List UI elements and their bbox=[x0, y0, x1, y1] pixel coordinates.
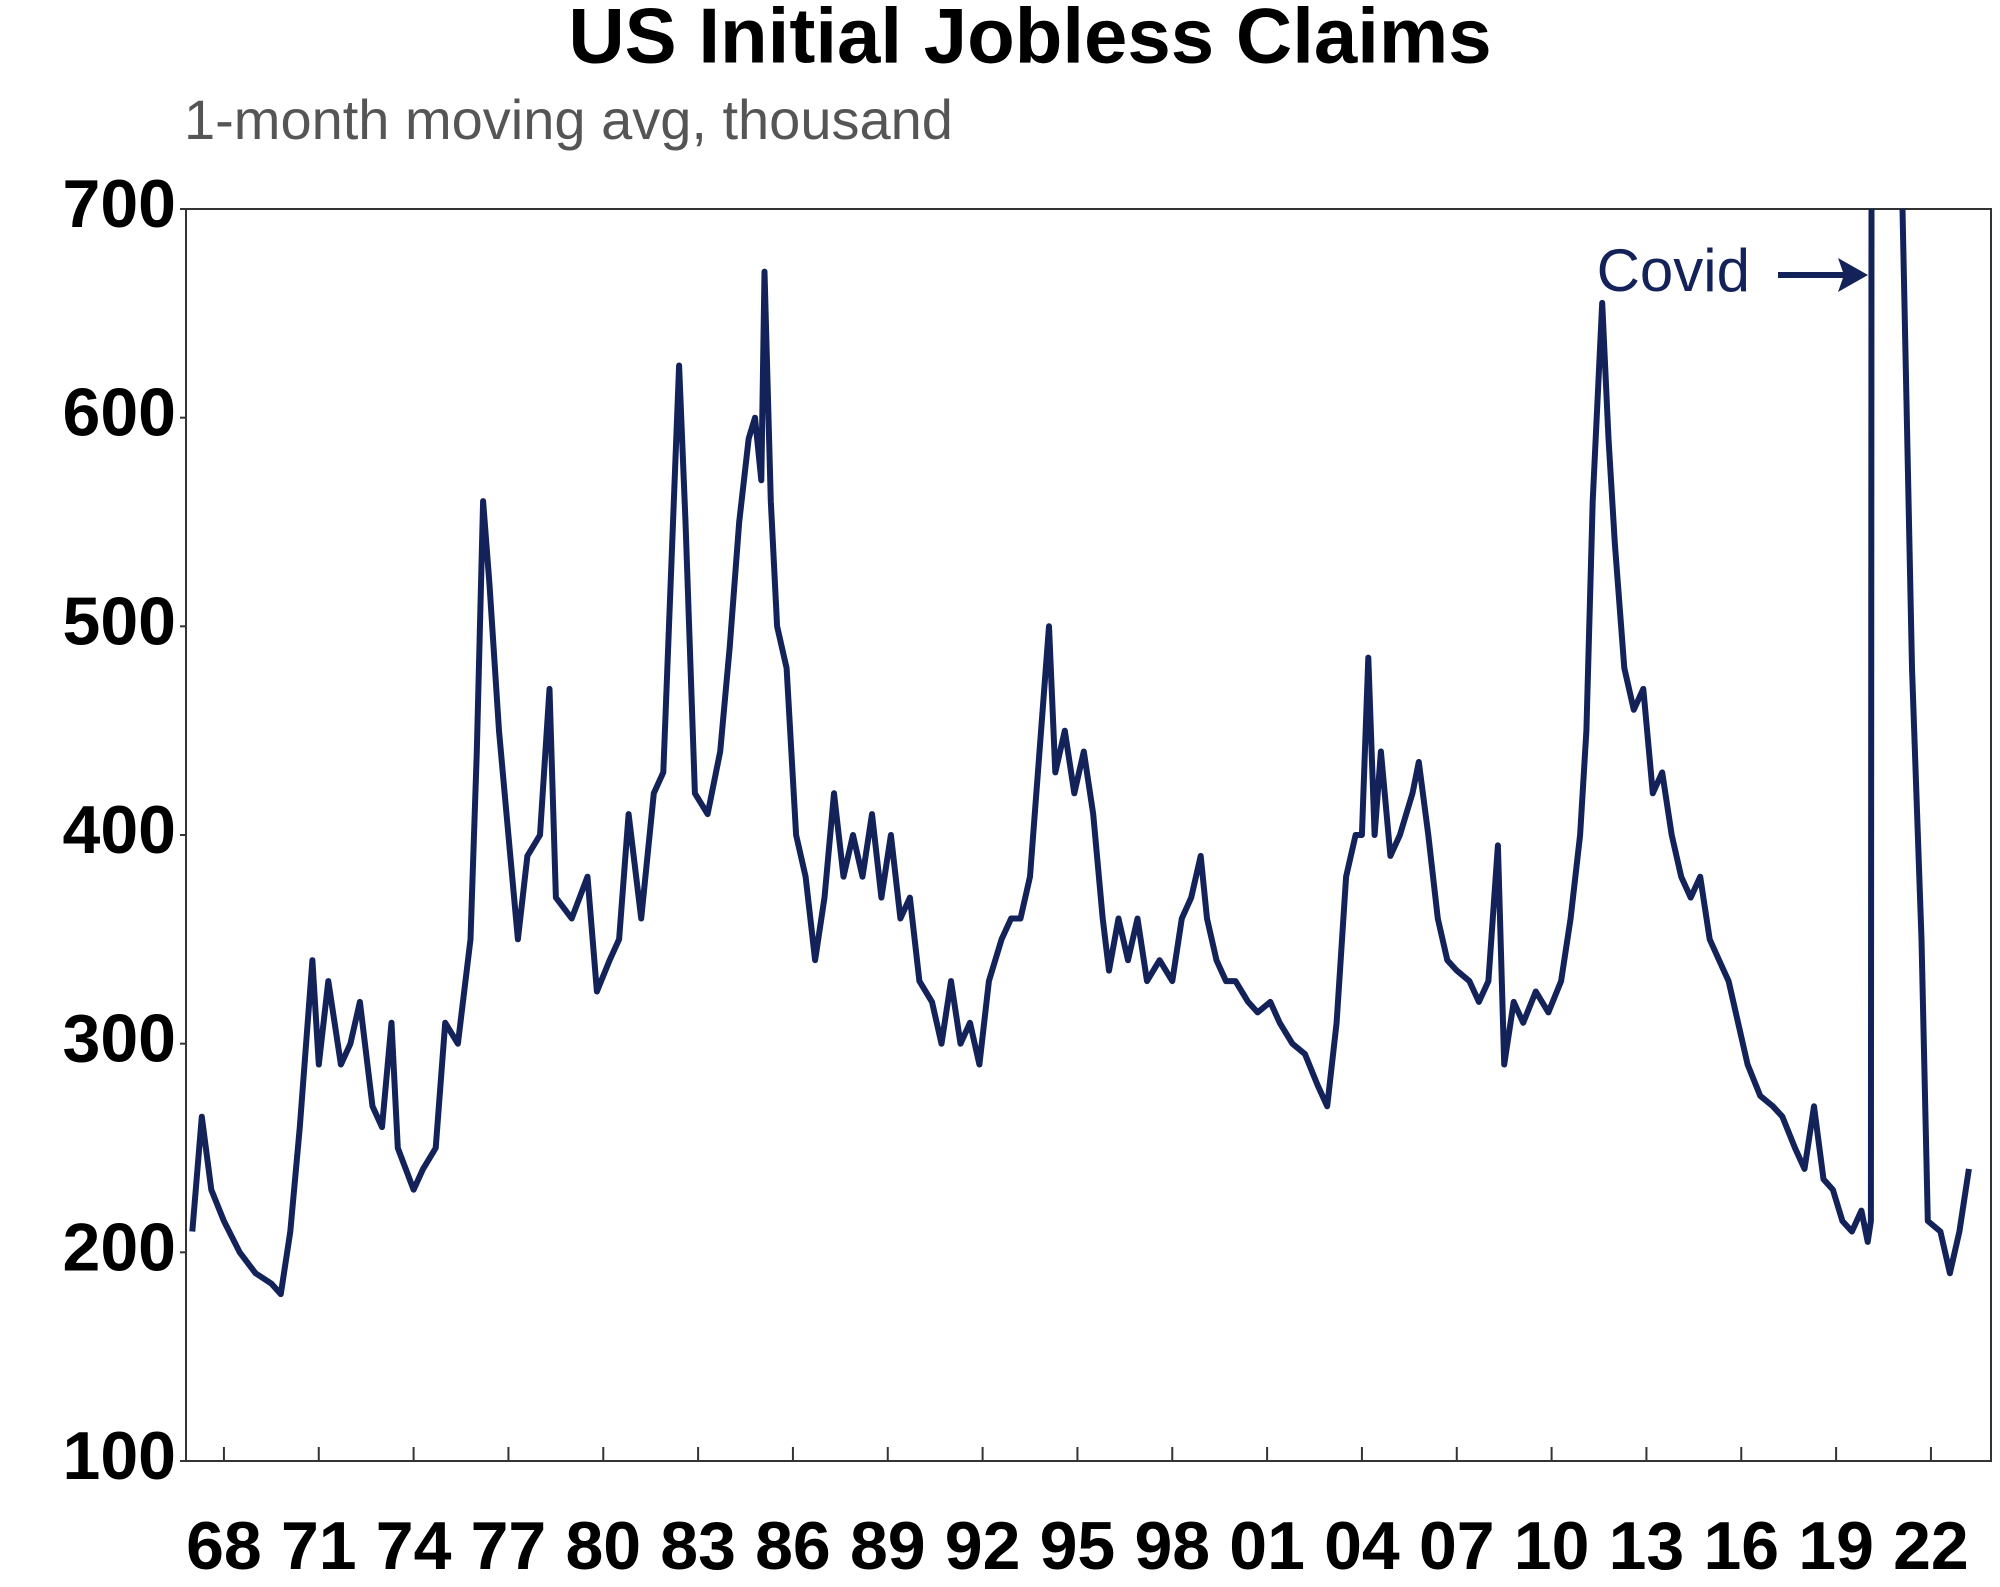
y-tick-label: 200 bbox=[63, 1209, 176, 1285]
y-tick-label: 700 bbox=[63, 166, 176, 242]
y-tick-label: 400 bbox=[63, 792, 176, 868]
x-tick-label: 68 bbox=[186, 1508, 262, 1584]
x-tick-label: 83 bbox=[660, 1508, 736, 1584]
x-tick-label: 80 bbox=[565, 1508, 641, 1584]
x-tick-label: 77 bbox=[471, 1508, 547, 1584]
y-tick-label: 100 bbox=[63, 1418, 176, 1494]
annotation: Covid bbox=[1597, 237, 1750, 304]
x-tick-label: 01 bbox=[1229, 1508, 1305, 1584]
x-tick-label: 89 bbox=[850, 1508, 926, 1584]
y-tick-label: 500 bbox=[63, 583, 176, 659]
chart-title: US Initial Jobless Claims bbox=[568, 0, 1491, 80]
y-tick-label: 600 bbox=[63, 375, 176, 451]
plot-frame bbox=[185, 208, 1992, 1462]
x-tick-label: 16 bbox=[1703, 1508, 1779, 1584]
x-tick-label: 92 bbox=[945, 1508, 1021, 1584]
x-tick-label: 95 bbox=[1040, 1508, 1116, 1584]
arrow-head bbox=[1838, 258, 1868, 292]
x-tick-label: 98 bbox=[1134, 1508, 1210, 1584]
x-tick-label: 71 bbox=[281, 1508, 357, 1584]
x-tick-label: 86 bbox=[755, 1508, 831, 1584]
x-tick-label: 22 bbox=[1893, 1508, 1969, 1584]
data-line bbox=[189, 209, 1972, 1298]
x-tick-label: 10 bbox=[1514, 1508, 1590, 1584]
x-tick-label: 19 bbox=[1798, 1508, 1874, 1584]
x-tick-label: 04 bbox=[1324, 1508, 1400, 1584]
x-tick-label: 13 bbox=[1609, 1508, 1685, 1584]
chart-subtitle: 1-month moving avg, thousand bbox=[184, 88, 953, 151]
y-tick-label: 300 bbox=[63, 1001, 176, 1077]
x-tick-label: 07 bbox=[1419, 1508, 1495, 1584]
x-tick-label: 74 bbox=[376, 1508, 452, 1584]
